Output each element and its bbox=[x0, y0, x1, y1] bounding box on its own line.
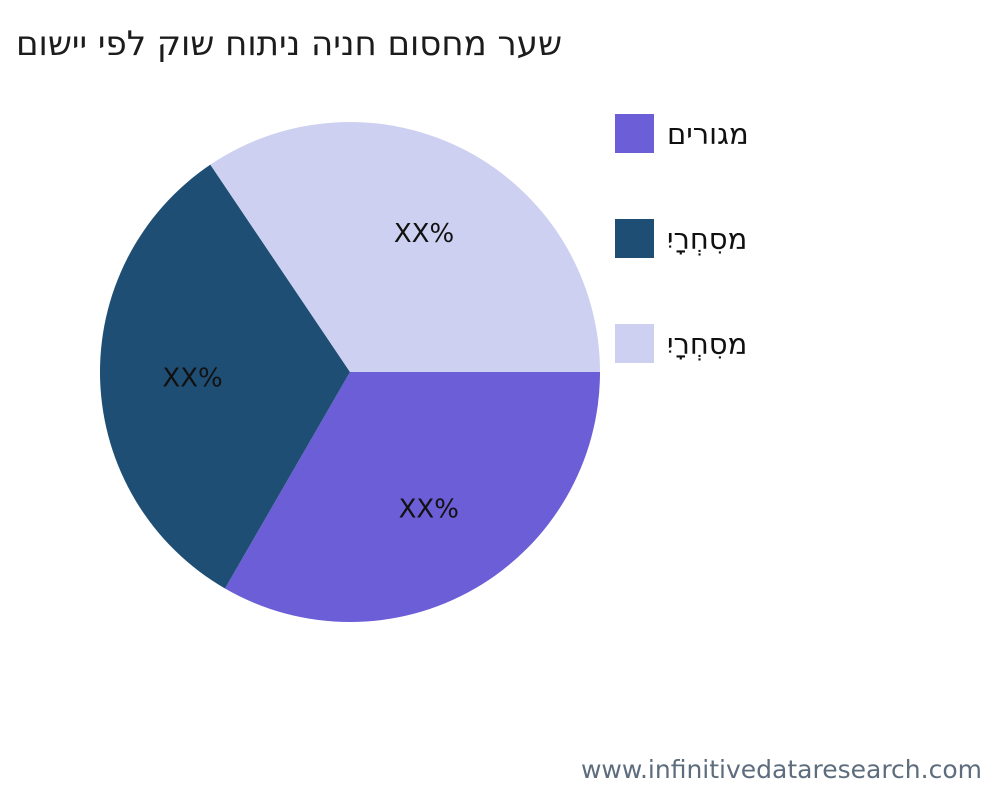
legend-swatch-commercial-1 bbox=[615, 219, 654, 258]
legend-label-residential: םירוגמ bbox=[667, 116, 749, 151]
legend-swatch-commercial-2 bbox=[615, 324, 654, 363]
legend-item-commercial-1: יִרָחְסִמ bbox=[615, 219, 749, 258]
slice-percent-label-1: XX% bbox=[162, 363, 222, 393]
legend-item-residential: םירוגמ bbox=[615, 114, 749, 153]
slice-percent-label-2: XX% bbox=[394, 219, 454, 249]
legend-swatch-residential bbox=[615, 114, 654, 153]
chart-legend: םירוגמ יִרָחְסִמ יִרָחְסִמ bbox=[615, 114, 749, 429]
watermark-url: www.infinitivedataresearch.com bbox=[580, 755, 982, 784]
legend-label-commercial-1: יִרָחְסִמ bbox=[667, 221, 748, 256]
slice-percent-label-0: XX% bbox=[399, 494, 459, 524]
pie-slice-1 bbox=[99, 164, 350, 589]
legend-label-commercial-2: יִרָחְסִמ bbox=[667, 326, 748, 361]
pie-slice-2 bbox=[210, 121, 600, 372]
pie-slice-0 bbox=[225, 372, 600, 623]
legend-item-commercial-2: יִרָחְסִמ bbox=[615, 324, 749, 363]
chart-title: םושיי יפל קוש חותינ הינח םוסחמ רעש bbox=[16, 24, 563, 64]
